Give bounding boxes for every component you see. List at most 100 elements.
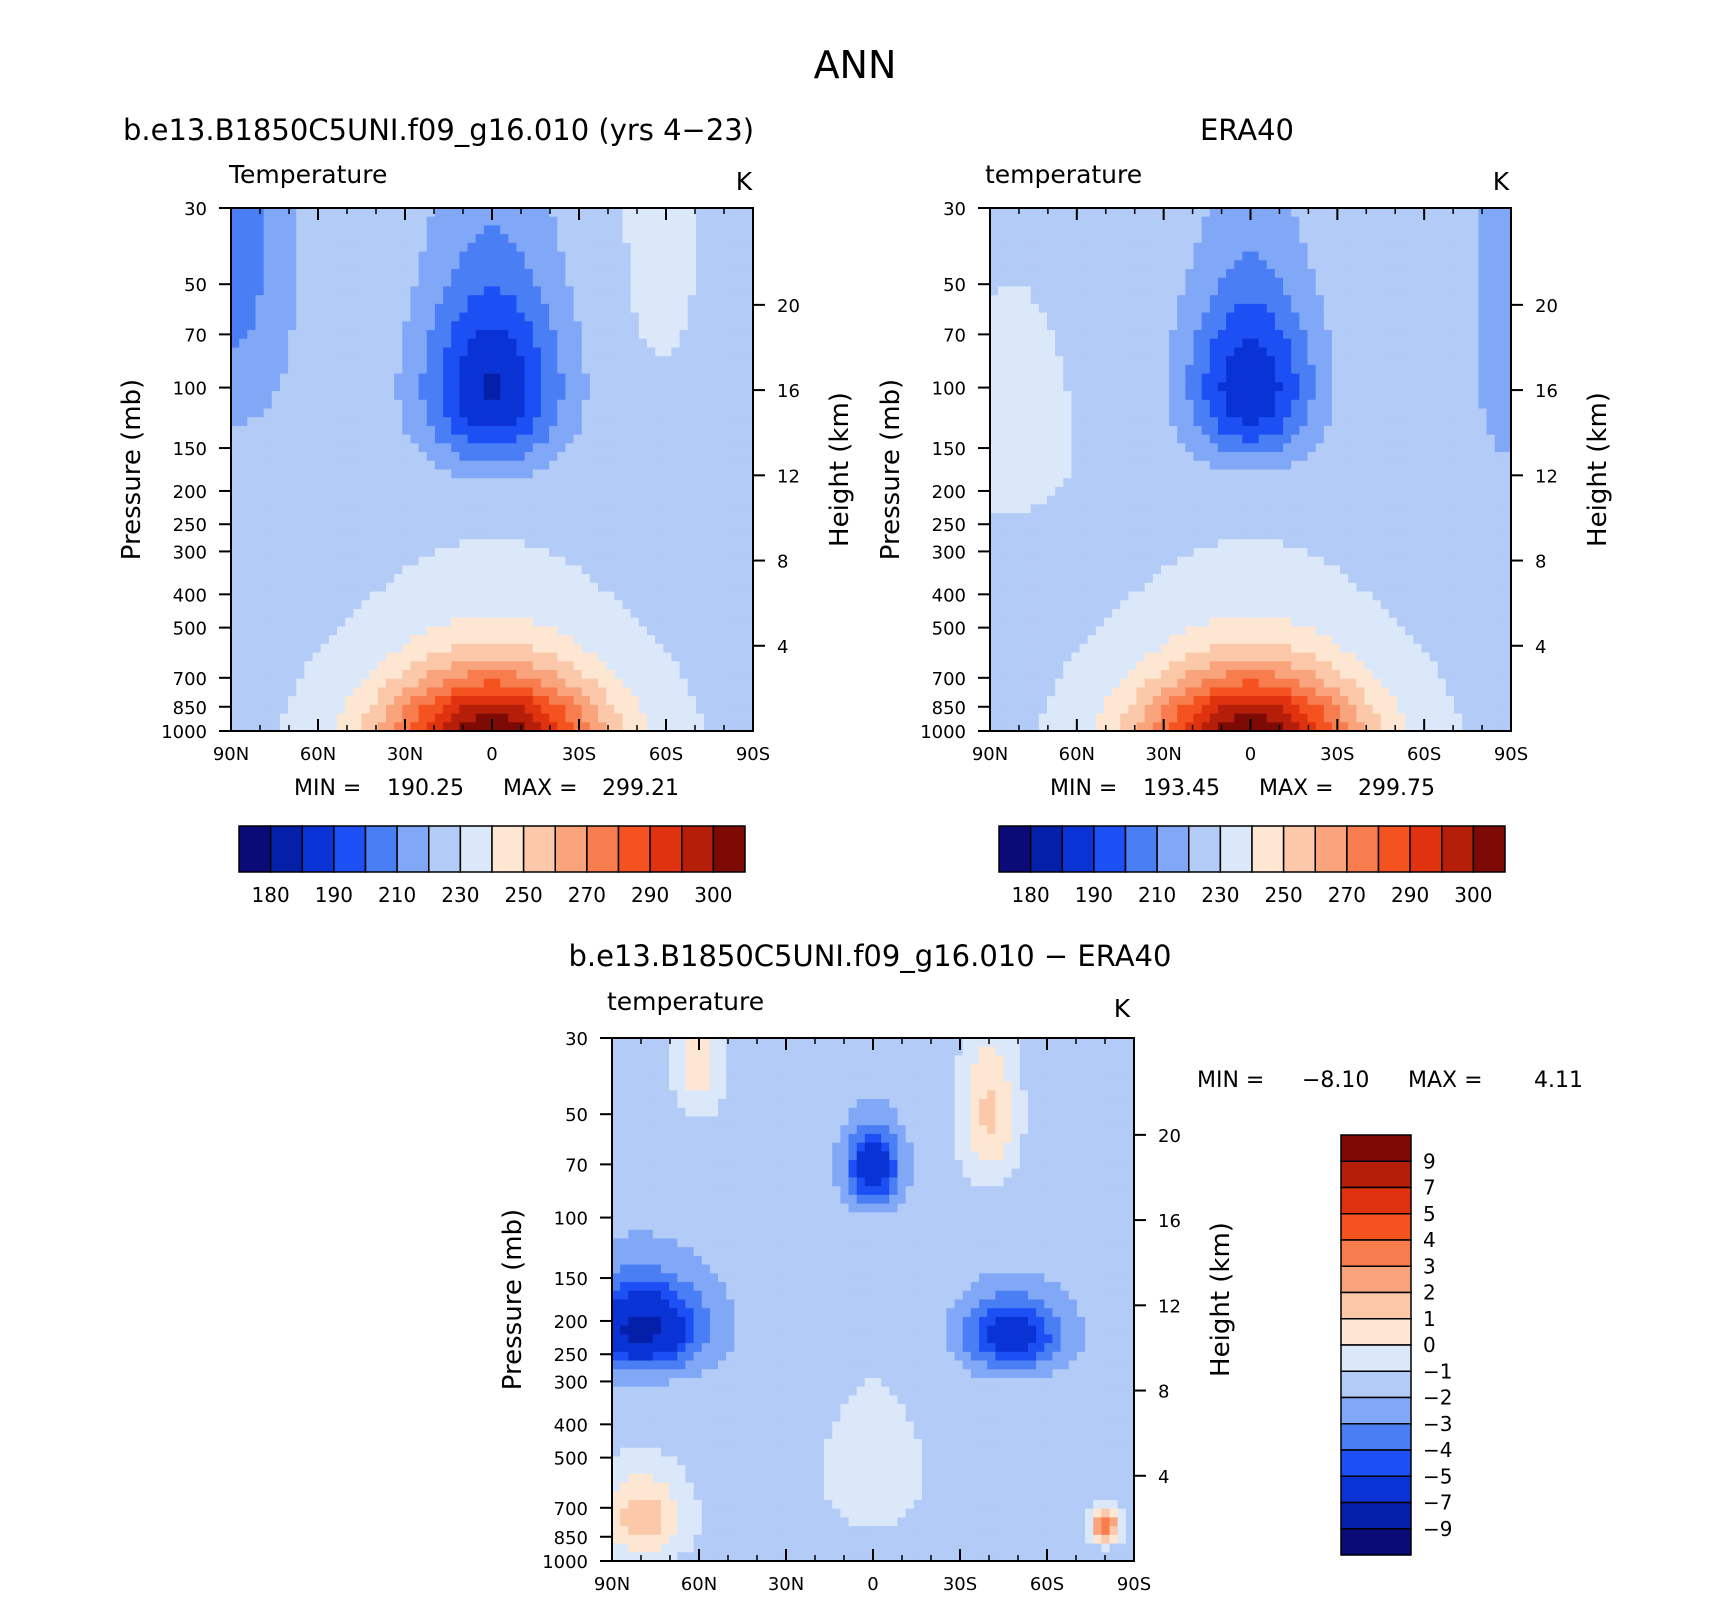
contour-cell — [427, 696, 436, 705]
contour-cell — [484, 347, 493, 356]
contour-cell — [247, 583, 256, 592]
contour-cell — [272, 635, 281, 644]
contour-cell — [272, 382, 281, 391]
contour-cell — [1316, 321, 1325, 330]
contour-cell — [329, 435, 338, 444]
contour-cell — [329, 696, 338, 705]
contour-cell — [574, 365, 583, 374]
contour-cell — [296, 408, 305, 417]
contour-cell — [565, 626, 574, 635]
contour-cell — [288, 260, 297, 269]
contour-cell — [255, 252, 264, 261]
contour-cell — [720, 626, 729, 635]
contour-cell — [1324, 234, 1333, 243]
contour-cell — [696, 539, 705, 548]
contour-cell — [1348, 260, 1357, 269]
contour-cell — [1470, 225, 1479, 234]
contour-cell — [1405, 243, 1414, 252]
contour-cell — [435, 426, 444, 435]
contour-cell — [647, 234, 656, 243]
contour-cell — [1421, 269, 1430, 278]
contour-cell — [737, 278, 746, 287]
contour-cell — [1014, 330, 1023, 339]
contour-cell — [598, 600, 607, 609]
contour-cell — [688, 295, 697, 304]
contour-cell — [631, 548, 640, 557]
contour-cell — [655, 618, 664, 627]
contour-cell — [386, 208, 395, 217]
contour-cell — [247, 217, 256, 226]
contour-cell — [671, 443, 680, 452]
contour-cell — [484, 644, 493, 653]
contour-cell — [288, 443, 297, 452]
contour-cell — [329, 470, 338, 479]
contour-cell — [402, 487, 411, 496]
contour-cell — [419, 496, 428, 505]
contour-cell — [1080, 278, 1089, 287]
contour-cell — [443, 478, 452, 487]
contour-cell — [541, 304, 550, 313]
contour-cell — [696, 644, 705, 653]
contour-cell — [1071, 330, 1080, 339]
contour-cell — [663, 382, 672, 391]
contour-cell — [565, 234, 574, 243]
contour-cell — [255, 365, 264, 374]
contour-cell — [1283, 243, 1292, 252]
contour-cell — [623, 487, 632, 496]
contour-cell — [1177, 217, 1186, 226]
contour-cell — [451, 260, 460, 269]
contour-cell — [362, 400, 371, 409]
contour-cell — [231, 522, 240, 531]
contour-cell — [468, 443, 477, 452]
contour-cell — [712, 487, 721, 496]
contour-cell — [598, 321, 607, 330]
contour-cell — [410, 557, 419, 566]
contour-cell — [1242, 269, 1251, 278]
contour-cell — [296, 539, 305, 548]
contour-cell — [345, 417, 354, 426]
contour-cell — [264, 382, 273, 391]
contour-cell — [1071, 278, 1080, 287]
contour-cell — [329, 304, 338, 313]
contour-cell — [712, 714, 721, 723]
contour-cell — [598, 583, 607, 592]
contour-cell — [1137, 269, 1146, 278]
contour-cell — [614, 531, 623, 540]
contour-cell — [394, 417, 403, 426]
contour-cell — [394, 687, 403, 696]
contour-cell — [288, 365, 297, 374]
contour-cell — [468, 531, 477, 540]
contour-cell — [410, 339, 419, 348]
contour-cell — [565, 557, 574, 566]
contour-cell — [386, 408, 395, 417]
contour-cell — [370, 356, 379, 365]
contour-cell — [386, 470, 395, 479]
contour-cell — [671, 504, 680, 513]
contour-cell — [394, 600, 403, 609]
contour-cell — [329, 574, 338, 583]
contour-cell — [1454, 304, 1463, 313]
contour-cell — [321, 504, 330, 513]
contour-cell — [427, 278, 436, 287]
contour-cell — [557, 548, 566, 557]
contour-cell — [541, 705, 550, 714]
contour-cell — [720, 286, 729, 295]
contour-cell — [998, 269, 1007, 278]
contour-cell — [378, 443, 387, 452]
contour-cell — [565, 461, 574, 470]
contour-cell — [1063, 313, 1072, 322]
contour-cell — [1470, 217, 1479, 226]
contour-cell — [574, 504, 583, 513]
panel-model: b.e13.B1850C5UNI.f09_g16.010 (yrs 4−23) … — [117, 113, 855, 907]
contour-cell — [468, 696, 477, 705]
contour-cell — [427, 583, 436, 592]
contour-cell — [680, 356, 689, 365]
contour-cell — [443, 400, 452, 409]
y-tick-label: 400 — [173, 585, 207, 606]
contour-cell — [631, 679, 640, 688]
contour-cell — [1194, 304, 1203, 313]
contour-cell — [541, 513, 550, 522]
contour-cell — [468, 313, 477, 322]
contour-cell — [468, 670, 477, 679]
contour-cell — [394, 304, 403, 313]
